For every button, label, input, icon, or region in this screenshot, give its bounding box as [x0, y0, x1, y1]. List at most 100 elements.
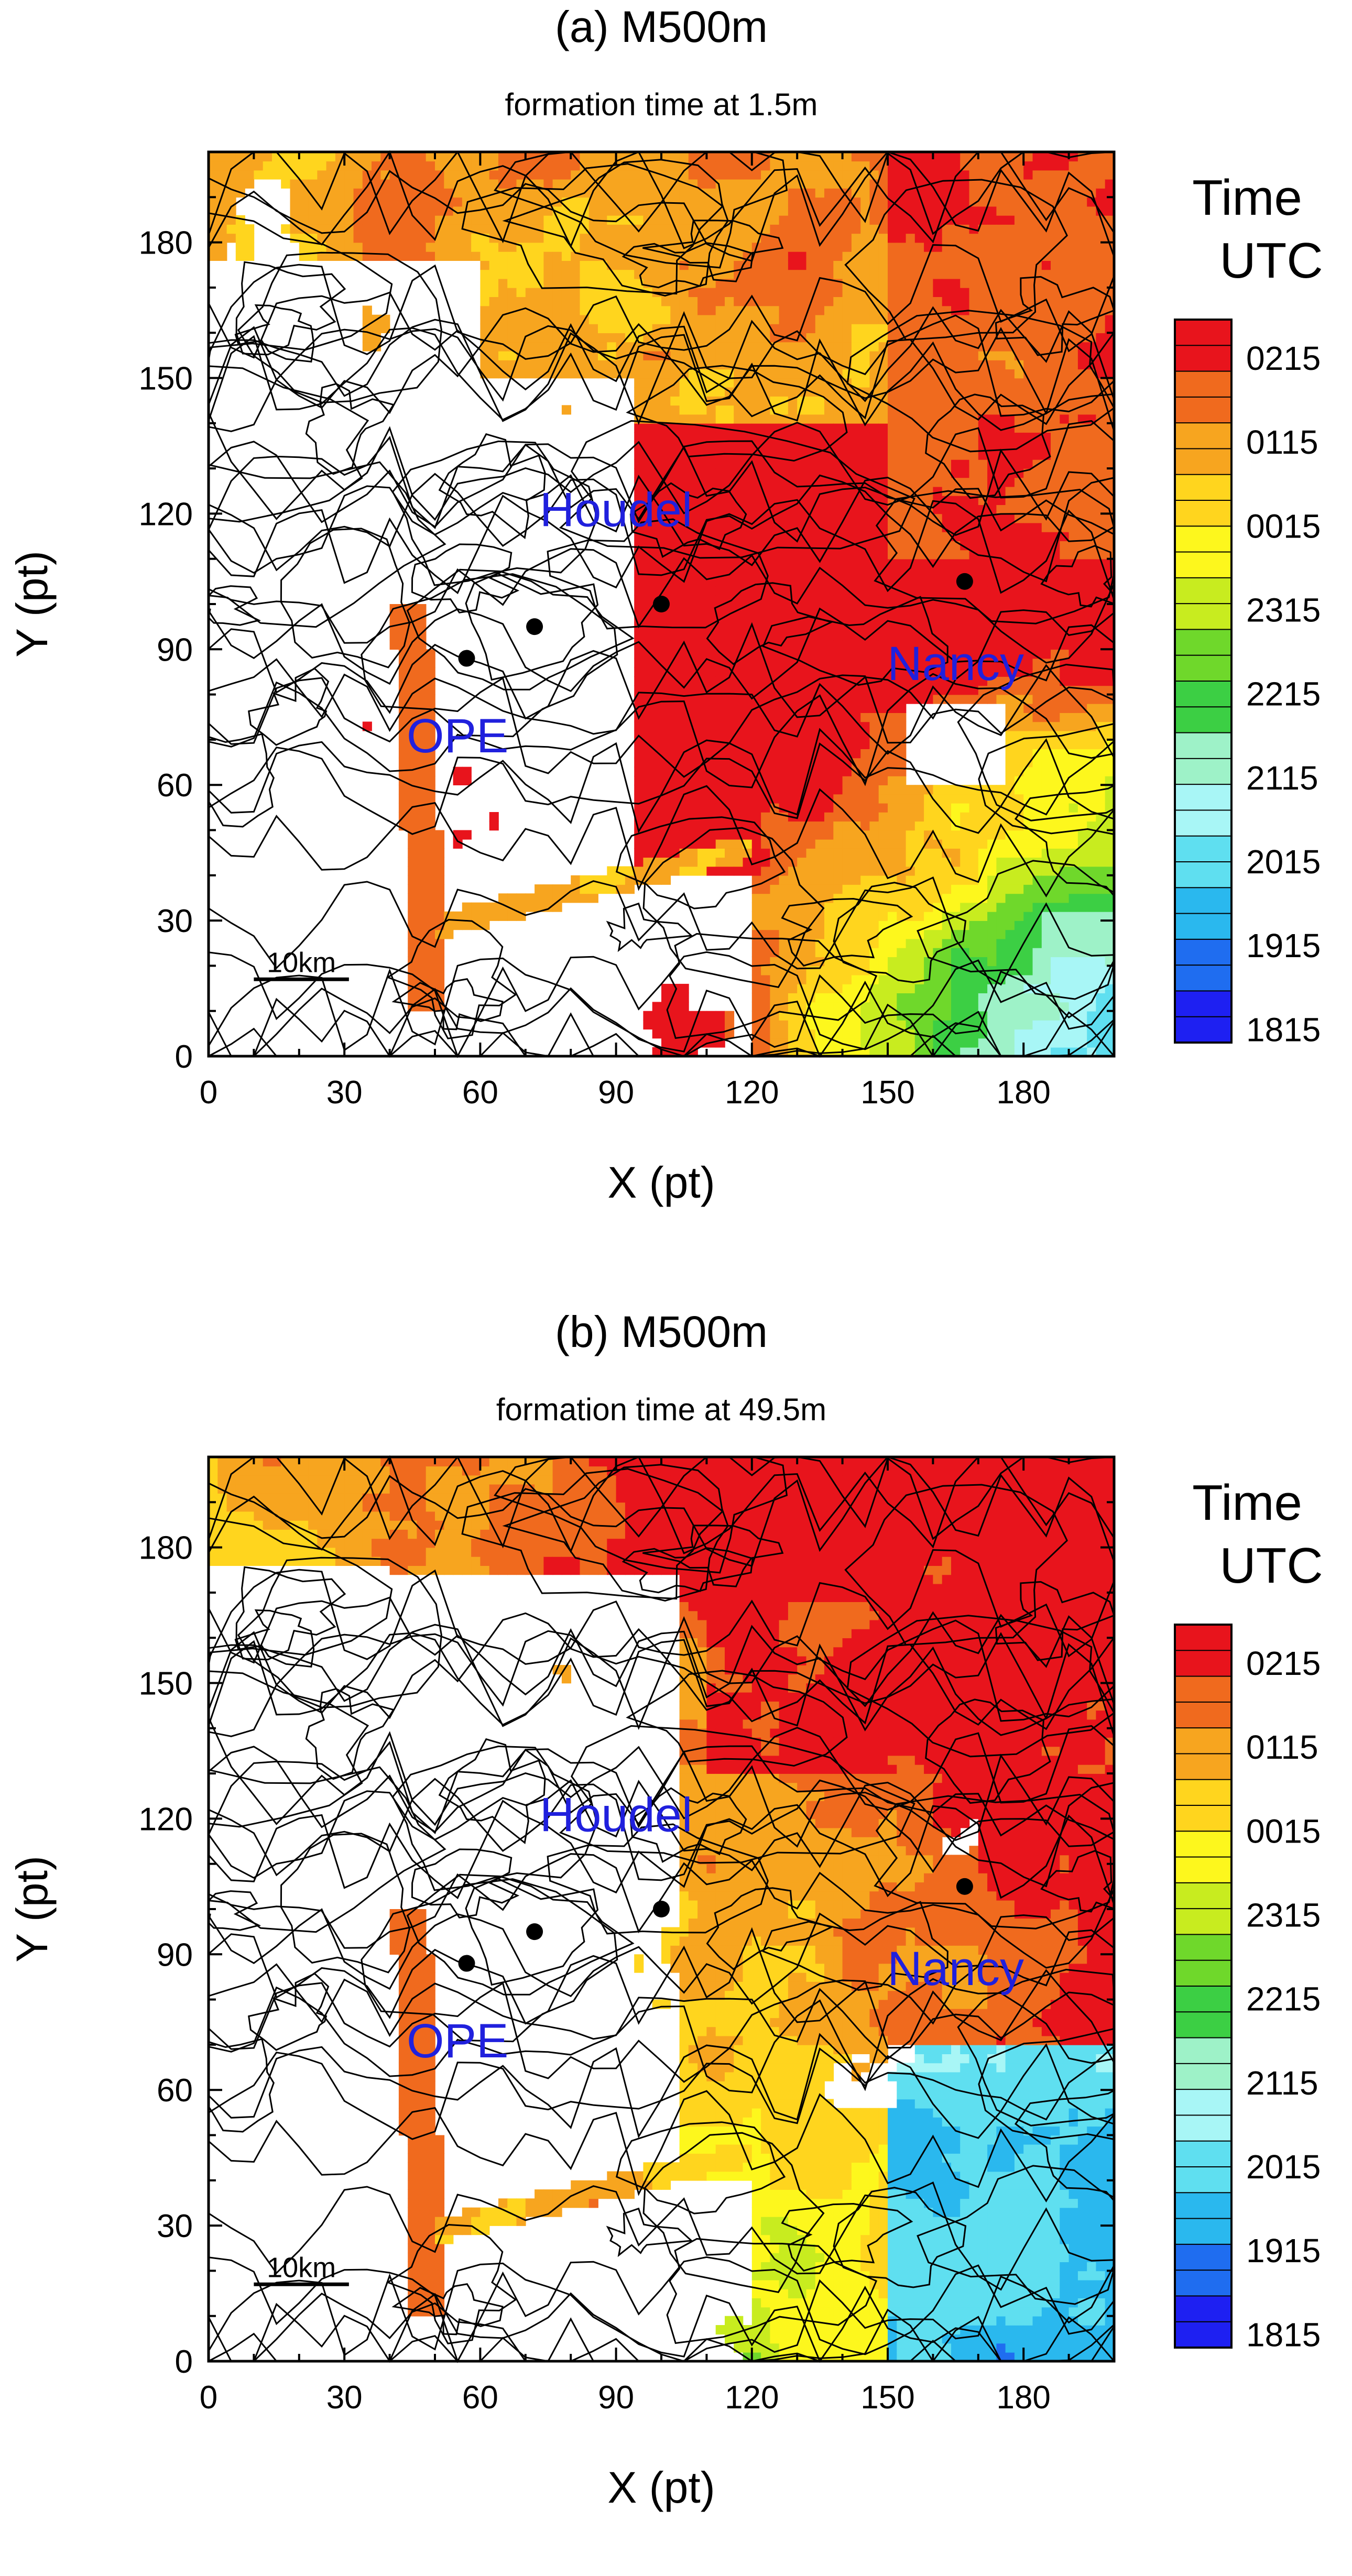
- heatmap-cell: [743, 396, 753, 406]
- heatmap-cell: [380, 314, 390, 324]
- heatmap-cell: [344, 188, 354, 198]
- heatmap-cell: [317, 170, 327, 180]
- heatmap-cell: [652, 305, 662, 315]
- heatmap-cell: [761, 170, 771, 180]
- heatmap-cell: [616, 170, 626, 180]
- heatmap-cell: [770, 902, 780, 912]
- heatmap-cell: [679, 405, 689, 415]
- heatmap-cell: [372, 161, 381, 171]
- heatmap-cell: [715, 866, 725, 876]
- heatmap-cell: [299, 251, 309, 261]
- heatmap-cell: [815, 712, 825, 722]
- heatmap-cell: [987, 604, 997, 614]
- heatmap-cell: [824, 830, 834, 840]
- heatmap-cell: [344, 206, 354, 216]
- heatmap-cell: [851, 974, 861, 984]
- heatmap-cell: [679, 459, 689, 469]
- heatmap-cell: [869, 794, 879, 804]
- heatmap-cell: [362, 721, 372, 731]
- heatmap-cell: [715, 170, 725, 180]
- heatmap-cell: [860, 803, 870, 813]
- heatmap-cell: [833, 242, 843, 252]
- heatmap-cell: [842, 848, 852, 858]
- heatmap-cell: [960, 495, 970, 505]
- heatmap-cell: [1005, 369, 1015, 379]
- heatmap-cell: [1005, 513, 1015, 523]
- heatmap-cell: [878, 957, 888, 967]
- heatmap-cell: [906, 947, 915, 957]
- heatmap-cell: [616, 260, 626, 270]
- heatmap-cell: [670, 260, 680, 270]
- heatmap-cell: [788, 287, 798, 297]
- heatmap-cell: [914, 468, 924, 478]
- heatmap-cell: [851, 739, 861, 749]
- heatmap-cell: [897, 694, 907, 704]
- heatmap-cell: [299, 215, 309, 225]
- heatmap-cell: [543, 260, 553, 270]
- heatmap-cell: [779, 486, 789, 496]
- heatmap-cell: [317, 161, 327, 171]
- heatmap-cell: [851, 694, 861, 704]
- heatmap-cell: [969, 649, 979, 659]
- heatmap-cell: [842, 152, 852, 162]
- heatmap-cell: [444, 215, 454, 225]
- heatmap-cell: [851, 920, 861, 930]
- heatmap-cell: [761, 468, 771, 478]
- heatmap-cell: [878, 631, 888, 641]
- heatmap-cell: [978, 911, 988, 921]
- heatmap-cell: [888, 1047, 898, 1057]
- heatmap-cell: [715, 432, 725, 442]
- heatmap-cell: [969, 1047, 979, 1057]
- heatmap-cell: [743, 830, 753, 840]
- heatmap-cell: [734, 685, 744, 695]
- heatmap-cell: [951, 414, 961, 424]
- heatmap-cell: [1014, 1002, 1024, 1012]
- heatmap-cell: [842, 721, 852, 731]
- heatmap-cell: [770, 350, 780, 360]
- heatmap-cell: [806, 848, 816, 858]
- heatmap-cell: [1014, 459, 1024, 469]
- heatmap-cell: [679, 803, 689, 813]
- heatmap-cell: [408, 893, 418, 903]
- heatmap-cell: [996, 477, 1006, 487]
- heatmap-cell: [833, 278, 843, 288]
- heatmap-cell: [706, 170, 716, 180]
- heatmap-cell: [634, 305, 644, 315]
- heatmap-cell: [498, 323, 508, 333]
- heatmap-cell: [588, 224, 598, 234]
- heatmap-cell: [761, 812, 771, 822]
- heatmap-cell: [751, 667, 761, 677]
- heatmap-cell: [743, 495, 753, 505]
- heatmap-cell: [226, 233, 236, 243]
- heatmap-cell: [842, 215, 852, 225]
- heatmap-cell: [743, 775, 753, 785]
- heatmap-cell: [779, 839, 789, 849]
- heatmap-cell: [770, 314, 780, 324]
- heatmap-cell: [969, 206, 979, 216]
- heatmap-cell: [362, 333, 372, 343]
- heatmap-cell: [942, 224, 952, 234]
- heatmap-cell: [824, 920, 834, 930]
- heatmap-cell: [969, 260, 979, 270]
- heatmap-cell: [679, 1011, 689, 1021]
- heatmap-cell: [978, 305, 988, 315]
- heatmap-cell: [869, 667, 879, 677]
- heatmap-cell: [969, 821, 979, 831]
- heatmap-cell: [987, 595, 997, 605]
- heatmap-cell: [706, 794, 716, 804]
- heatmap-cell: [770, 658, 780, 668]
- heatmap-cell: [779, 568, 789, 578]
- heatmap-cell: [960, 350, 970, 360]
- heatmap-cell: [408, 658, 418, 668]
- heatmap-cell: [634, 604, 644, 614]
- heatmap-cell: [869, 658, 879, 668]
- heatmap-cell: [697, 803, 707, 813]
- heatmap-cell: [661, 387, 671, 397]
- heatmap-cell: [779, 676, 789, 686]
- heatmap-cell: [1005, 242, 1015, 252]
- heatmap-cell: [824, 206, 834, 216]
- heatmap-cell: [906, 468, 915, 478]
- heatmap-cell: [372, 251, 381, 261]
- heatmap-cell: [535, 297, 544, 306]
- heatmap-cell: [743, 721, 753, 731]
